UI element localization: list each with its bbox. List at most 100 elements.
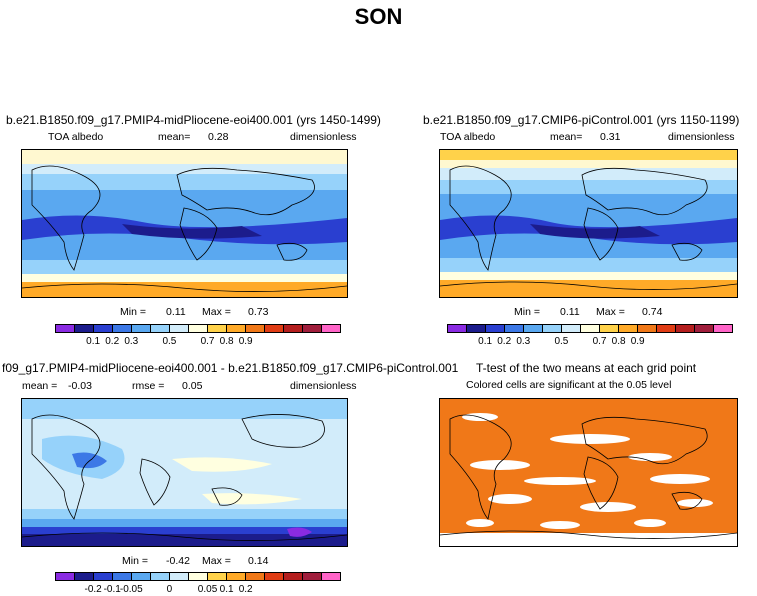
panel-subtitle-bottom-right: Colored cells are significant at the 0.0…: [466, 379, 672, 391]
panel-title-top-right: b.e21.B1850.f09_g17.CMIP6-piControl.001 …: [423, 113, 740, 127]
colorbar-tick-label: 0.1: [478, 336, 493, 347]
colorbar-tick-label: -0.2: [84, 584, 102, 595]
colorbar-labels-albedo-right: 0.1 0.2 0.3 0.5 0.7 0.8 0.9: [447, 336, 733, 348]
colorbar-swatch: [265, 325, 284, 332]
colorbar-tick-label: 0.8: [219, 336, 234, 347]
max-label-top-right: Max =: [596, 306, 625, 318]
colorbar-tick-label: 0.5: [554, 336, 569, 347]
colorbar-swatch: [265, 573, 284, 580]
colorbar-swatch: [227, 573, 246, 580]
colorbar-swatch: [676, 325, 695, 332]
rmse-value-bottom-left: 0.05: [182, 380, 203, 392]
colorbar-tick-label: 0: [166, 584, 173, 595]
colorbar-tick-label: 0.2: [238, 584, 253, 595]
colorbar-swatch: [132, 325, 151, 332]
colorbar-tick-label: 0.8: [611, 336, 626, 347]
map-albedo-midpliocene: [21, 149, 348, 298]
min-label-bottom-left: Min =: [122, 555, 148, 567]
colorbar-swatch: [113, 573, 132, 580]
colorbar-tick-label: 0.7: [592, 336, 607, 347]
colorbar-swatch: [189, 573, 208, 580]
colorbar-swatch: [246, 325, 265, 332]
rmse-label-bottom-left: rmse =: [132, 380, 165, 392]
colorbar-swatch: [94, 325, 113, 332]
colorbar-swatch: [75, 325, 94, 332]
min-label-top-right: Min =: [514, 306, 540, 318]
colorbar-swatch: [524, 325, 543, 332]
colorbar-swatch: [543, 325, 562, 332]
colorbar-swatch: [619, 325, 638, 332]
colorbar-tick-label: 0.3: [124, 336, 139, 347]
units-top-left: dimensionless: [290, 131, 357, 143]
max-value-top-right: 0.74: [642, 306, 663, 318]
colorbar-labels-difference: -0.2 -0.1 -0.05 0 0.05 0.1 0.2: [55, 584, 341, 596]
colorbar-swatch: [170, 325, 189, 332]
colorbar-tick-label: 0.1: [86, 336, 101, 347]
mean-label-top-left: mean=: [158, 131, 191, 143]
colorbar-tick-label: 0.1: [219, 584, 234, 595]
colorbar-swatch: [56, 573, 75, 580]
colorbar-swatch: [600, 325, 619, 332]
colorbar-tick-label: -0.1: [103, 584, 121, 595]
colorbar-tick-label: -0.05: [119, 584, 143, 595]
colorbar-swatch: [189, 325, 208, 332]
colorbar-swatch: [113, 325, 132, 332]
colorbar-swatch: [505, 325, 524, 332]
colorbar-swatch: [486, 325, 505, 332]
map-ttest-significance: [439, 398, 738, 547]
colorbar-swatch: [322, 573, 340, 580]
mean-value-bottom-left: -0.03: [68, 380, 92, 392]
colorbar-swatch: [695, 325, 714, 332]
mean-value-top-left: 0.28: [208, 131, 229, 143]
min-value-top-left: 0.11: [166, 306, 186, 318]
mean-label-bottom-left: mean =: [22, 380, 58, 392]
colorbar-swatch: [303, 573, 322, 580]
max-value-bottom-left: 0.14: [248, 555, 269, 567]
colorbar-swatch: [151, 325, 170, 332]
colorbar-tick-label: 0.3: [516, 336, 531, 347]
colorbar-swatch: [581, 325, 600, 332]
colorbar-difference: [55, 572, 341, 581]
colorbar-albedo-right: [447, 324, 733, 333]
colorbar-swatch: [562, 325, 581, 332]
map-albedo-difference: [21, 398, 348, 547]
colorbar-swatch: [94, 573, 113, 580]
colorbar-tick-label: 0.2: [105, 336, 120, 347]
colorbar-swatch: [657, 325, 676, 332]
colorbar-tick-label: 0.9: [630, 336, 645, 347]
colorbar-labels-albedo-left: 0.1 0.2 0.3 0.5 0.7 0.8 0.9: [55, 336, 341, 348]
colorbar-tick-label: 0.7: [200, 336, 215, 347]
colorbar-albedo-left: [55, 324, 341, 333]
colorbar-swatch: [448, 325, 467, 332]
min-label-top-left: Min =: [120, 306, 146, 318]
page-title: SON: [354, 4, 403, 29]
units-bottom-left: dimensionless: [290, 380, 357, 392]
colorbar-swatch: [75, 573, 94, 580]
colorbar-swatch: [227, 325, 246, 332]
max-value-top-left: 0.73: [248, 306, 269, 318]
panel-title-bottom-right: T-test of the two means at each grid poi…: [476, 361, 697, 375]
panel-title-bottom-left: f09_g17.PMIP4-midPliocene-eoi400.001 - b…: [2, 361, 459, 375]
variable-label-top-left: TOA albedo: [48, 131, 104, 143]
mean-value-top-right: 0.31: [600, 131, 621, 143]
map-albedo-picontrol: [439, 149, 738, 298]
colorbar-swatch: [151, 573, 170, 580]
colorbar-swatch: [56, 325, 75, 332]
colorbar-swatch: [322, 325, 340, 332]
colorbar-swatch: [208, 573, 227, 580]
colorbar-swatch: [284, 325, 303, 332]
colorbar-swatch: [246, 573, 265, 580]
colorbar-tick-label: 0.2: [497, 336, 512, 347]
colorbar-swatch: [132, 573, 151, 580]
colorbar-tick-label: 0.5: [162, 336, 177, 347]
colorbar-swatch: [467, 325, 486, 332]
colorbar-tick-label: 0.05: [197, 584, 218, 595]
colorbar-swatch: [284, 573, 303, 580]
colorbar-tick-label: 0.9: [238, 336, 253, 347]
panel-title-top-left: b.e21.B1850.f09_g17.PMIP4-midPliocene-eo…: [6, 113, 381, 127]
colorbar-swatch: [170, 573, 189, 580]
colorbar-swatch: [208, 325, 227, 332]
min-value-bottom-left: -0.42: [166, 555, 190, 567]
colorbar-swatch: [303, 325, 322, 332]
colorbar-swatch: [638, 325, 657, 332]
